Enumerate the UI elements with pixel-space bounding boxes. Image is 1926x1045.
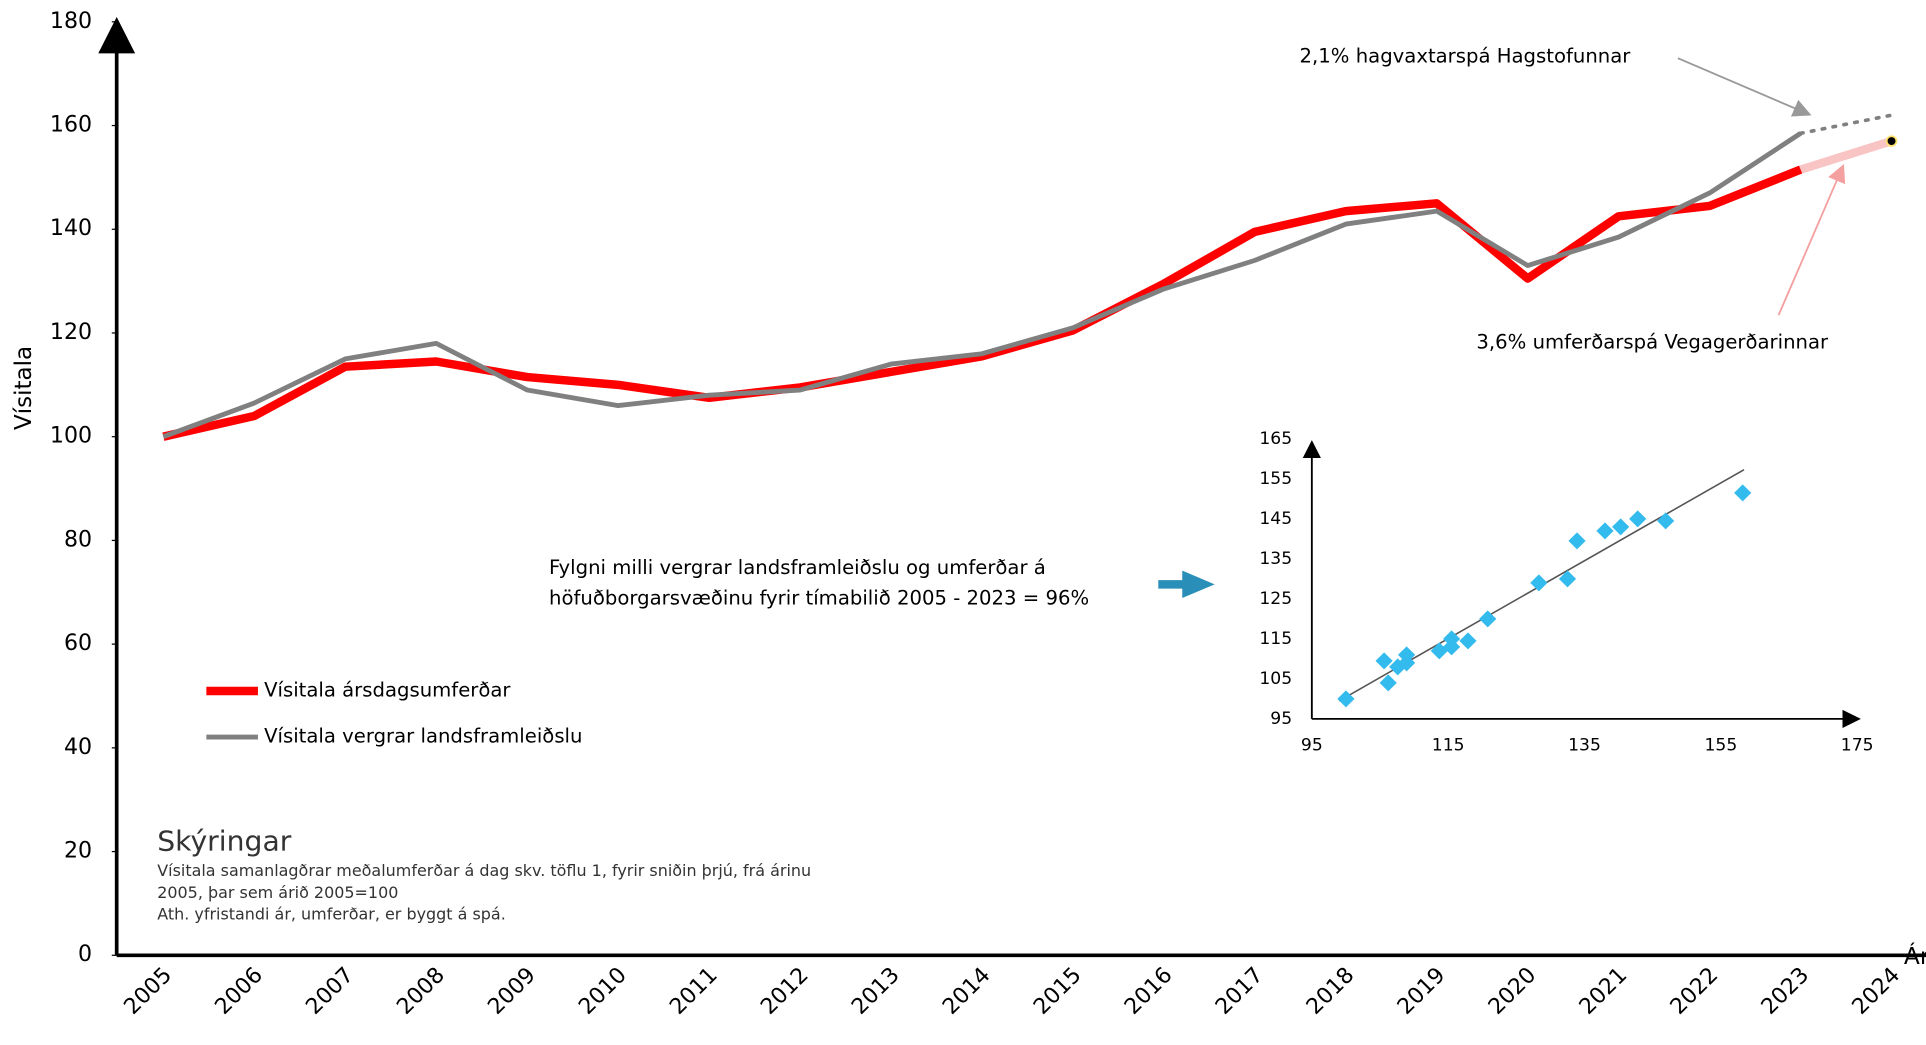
- series-line: [162, 165, 1803, 441]
- x-tick-label: 2015: [1029, 963, 1087, 1020]
- scatter-point: [1398, 654, 1416, 672]
- y-axis-label: Vísitala: [10, 346, 37, 430]
- scatter-point: [1479, 610, 1497, 628]
- annotation-arrow: [1677, 57, 1812, 117]
- inset-x-tick-label: 95: [1301, 736, 1323, 756]
- scatter-point: [1530, 574, 1548, 592]
- inset-y-tick-label: 95: [1270, 709, 1292, 729]
- x-tick-label: 2012: [756, 963, 814, 1020]
- forecast-end-dot: [1885, 135, 1898, 147]
- x-tick-label: 2014: [938, 963, 996, 1020]
- scatter-point: [1459, 632, 1477, 650]
- inset-y-tick-label: 105: [1259, 669, 1292, 689]
- x-tick-label: 2016: [1120, 963, 1178, 1020]
- scatter-point: [1612, 518, 1630, 536]
- y-tick-label: 180: [50, 9, 92, 34]
- annotation-arrow: [1777, 163, 1846, 316]
- inset-y-tick-label: 115: [1259, 629, 1292, 649]
- x-tick-label: 2021: [1575, 963, 1633, 1020]
- y-tick-label: 80: [64, 528, 92, 553]
- inset-y-tick-label: 165: [1259, 429, 1292, 449]
- y-tick-label: 140: [50, 216, 92, 241]
- y-tick-label: 0: [78, 942, 92, 967]
- forecast-label: 2,1% hagvaxtarspá Hagstofunnar: [1300, 45, 1632, 68]
- x-tick-label: 2010: [574, 963, 632, 1020]
- note: Vísitala samanlagðrar meðalumferðar á da…: [157, 861, 811, 880]
- scatter-point: [1558, 570, 1577, 588]
- note: 2005, þar sem árið 2005=100: [157, 883, 398, 902]
- scatter-point: [1734, 484, 1752, 502]
- scatter-point: [1568, 532, 1586, 550]
- annotation: höfuðborgarsvæðinu fyrir tímabilið 2005 …: [549, 586, 1089, 609]
- scatter-point: [1442, 638, 1461, 656]
- x-tick-label: 2011: [665, 963, 723, 1020]
- x-tick-label: 2023: [1757, 963, 1815, 1020]
- x-tick-label: 2024: [1848, 963, 1906, 1020]
- pointer-arrow: [1158, 570, 1215, 599]
- scatter-point: [1657, 512, 1675, 530]
- x-tick-label: 2009: [483, 963, 541, 1020]
- y-tick-label: 40: [64, 735, 92, 760]
- inset-y-tick-label: 155: [1259, 469, 1292, 489]
- x-tick-label: 2006: [210, 963, 268, 1020]
- x-axis-label: Ár: [1904, 942, 1926, 970]
- note: Ath. yfristandi ár, umferðar, er byggt á…: [157, 905, 506, 924]
- x-tick-label: 2022: [1666, 963, 1724, 1020]
- y-tick-label: 20: [64, 839, 92, 864]
- x-tick-label: 2008: [392, 963, 450, 1020]
- inset-y-tick-label: 135: [1259, 549, 1292, 569]
- inset-y-tick-label: 145: [1259, 509, 1292, 529]
- x-tick-label: 2018: [1302, 963, 1360, 1020]
- scatter-point: [1379, 674, 1397, 692]
- y-tick-label: 60: [64, 631, 92, 656]
- legend-label: Vísitala vergrar landsframleiðslu: [264, 725, 582, 748]
- x-tick-label: 2007: [301, 963, 359, 1020]
- y-tick-label: 100: [50, 424, 92, 449]
- scatter-point: [1596, 522, 1614, 540]
- legend-label: Vísitala ársdagsumferðar: [264, 679, 511, 702]
- annotation: Fylgni milli vergrar landsframleiðslu og…: [549, 556, 1046, 579]
- inset-x-tick-label: 155: [1704, 736, 1737, 756]
- inset-x-tick-label: 135: [1568, 736, 1601, 756]
- inset-x-tick-label: 175: [1841, 736, 1874, 756]
- x-tick-label: 2013: [847, 963, 905, 1020]
- x-tick-label: 2017: [1211, 963, 1269, 1020]
- x-tick-label: 2019: [1393, 963, 1451, 1020]
- inset-y-tick-label: 125: [1259, 589, 1292, 609]
- forecast-label: 3,6% umferðarspá Vegagerðarinnar: [1476, 331, 1829, 354]
- forecast-line: [1796, 136, 1896, 174]
- y-tick-label: 120: [50, 320, 92, 345]
- x-tick-label: 2005: [119, 963, 177, 1020]
- series-line: [162, 131, 1802, 439]
- forecast-line: [1798, 113, 1894, 136]
- y-tick-label: 160: [50, 113, 92, 138]
- x-tick-label: 2020: [1484, 963, 1542, 1020]
- scatter-point: [1629, 510, 1647, 528]
- notes-title: Skýringar: [157, 825, 292, 858]
- inset-x-tick-label: 115: [1432, 736, 1465, 756]
